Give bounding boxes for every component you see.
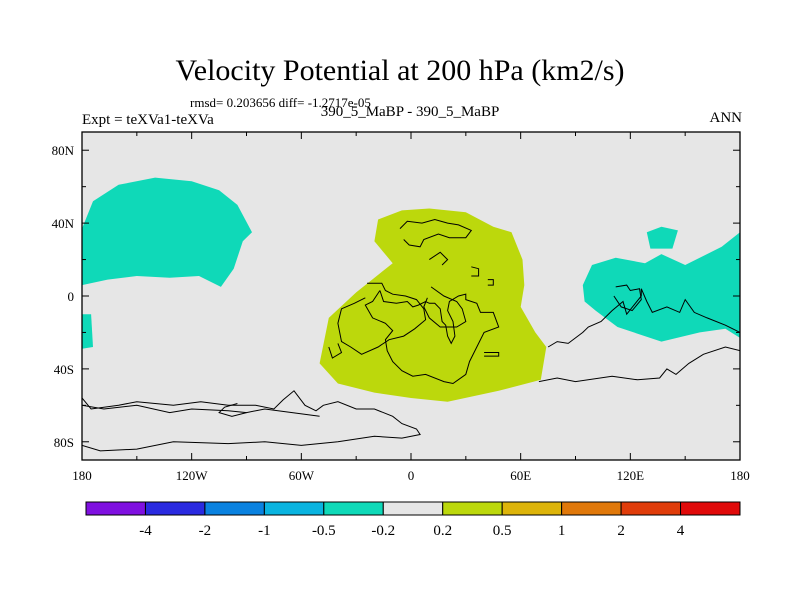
- colorbar-label: 0.5: [493, 523, 512, 539]
- coastline-asia-outline: [547, 288, 740, 348]
- y-tick-label: 80N: [52, 143, 75, 158]
- colorbar-label: 0.2: [433, 523, 452, 539]
- coastline-east-land-detail: [613, 284, 642, 312]
- colorbar-swatch: [442, 501, 503, 516]
- map-title: Velocity Potential at 200 hPa (km2/s): [175, 54, 625, 87]
- y-tick-label: 0: [68, 289, 75, 304]
- coastline-island-d: [328, 343, 343, 359]
- coastline-inner-continent-b: [399, 218, 473, 248]
- colorbar-swatch: [680, 501, 741, 516]
- y-tick-label: 40N: [52, 216, 75, 231]
- x-tick-label: 180: [730, 468, 750, 483]
- coastline-pacific-island-line: [218, 403, 247, 417]
- coastline-sea-inlet: [429, 251, 449, 266]
- colorbar-swatch: [561, 501, 622, 516]
- contour-central-positive: [319, 208, 547, 402]
- x-tick-label: 120W: [176, 468, 209, 483]
- contour-west-pacific-negative: [582, 232, 740, 342]
- coastline-inner-continent-a: [337, 282, 427, 355]
- coastline-inner-continent-c: [423, 286, 467, 328]
- colorbar-swatch: [323, 501, 384, 516]
- season-label: ANN: [709, 110, 743, 126]
- colorbar-label: -4: [139, 523, 152, 539]
- x-tick-label: 60W: [289, 468, 315, 483]
- colorbar-swatch: [501, 501, 563, 516]
- colorbar-label: -1: [258, 523, 271, 539]
- colorbar-label: 1: [558, 523, 566, 539]
- stats-text: rmsd= 0.203656 diff= -1.2717e-05: [190, 95, 371, 110]
- coastline-southern-ocean-line: [82, 404, 320, 417]
- colorbar-label: -0.5: [312, 523, 336, 539]
- contour-north-pacific-negative: [82, 177, 252, 287]
- x-tick-label: 0: [408, 468, 415, 483]
- experiment-label: Expt = teXVa1-teXVa: [82, 112, 214, 128]
- y-tick-label: 80S: [54, 435, 74, 450]
- coastline-island-c: [484, 352, 500, 357]
- x-tick-label: 60E: [510, 468, 531, 483]
- colorbar-swatch: [620, 501, 682, 516]
- coastline-australia-outline: [538, 346, 740, 383]
- contour-dateline-negative: [82, 314, 93, 349]
- colorbar-label: -2: [199, 523, 212, 539]
- colorbar-swatch: [382, 501, 444, 516]
- x-tick-label: 180: [72, 468, 92, 483]
- colorbar-label: 4: [677, 523, 685, 539]
- coastline-america-outline: [82, 390, 421, 452]
- case-label: 390_5_MaBP - 390_5_MaBP: [320, 104, 500, 120]
- colorbar-swatch: [144, 501, 206, 516]
- coastline-island-a: [471, 266, 480, 277]
- colorbar-swatch: [204, 501, 265, 516]
- contour-small-pacific-negative: [646, 226, 678, 249]
- colorbar-label: -0.2: [371, 523, 395, 539]
- colorbar-swatch: [263, 501, 325, 516]
- y-tick-label: 40S: [54, 362, 74, 377]
- colorbar-label: 2: [617, 523, 625, 539]
- x-tick-label: 120E: [617, 468, 645, 483]
- colorbar-swatch: [85, 501, 146, 516]
- coastline-africa-outline: [364, 290, 500, 385]
- coastline-island-b: [487, 279, 494, 286]
